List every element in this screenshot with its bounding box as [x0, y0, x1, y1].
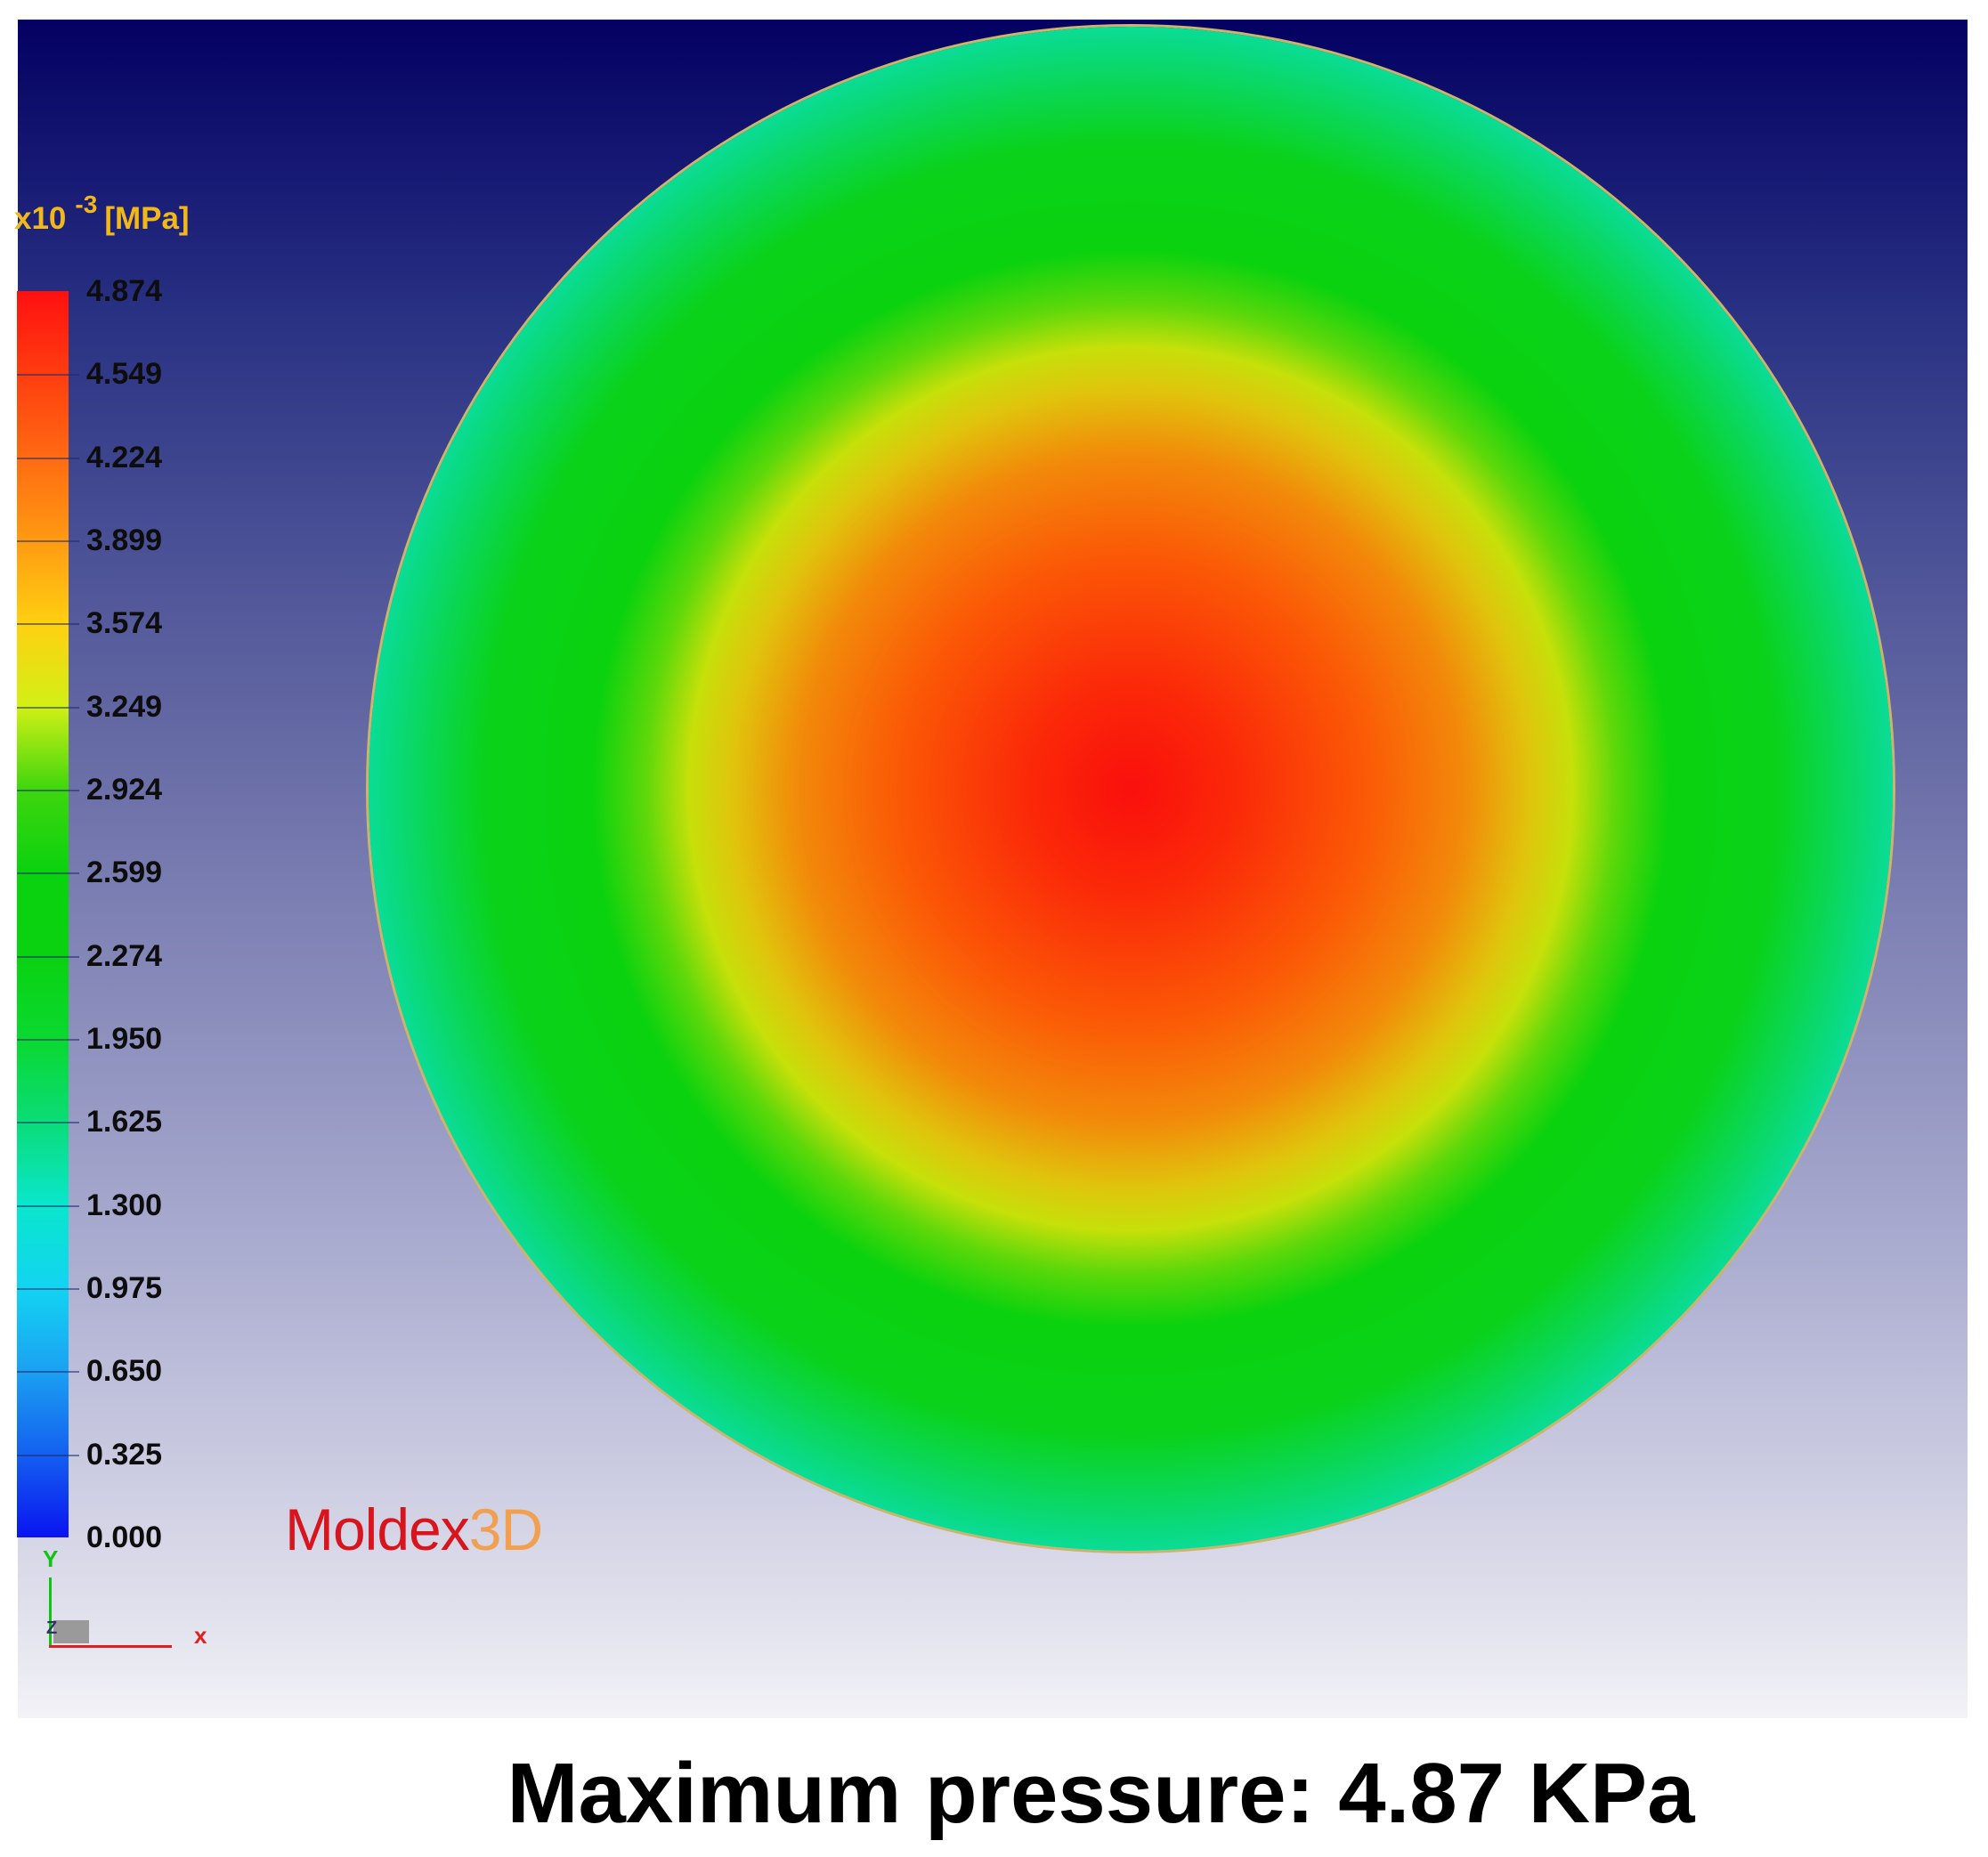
axis-y-label: Y	[43, 1545, 59, 1572]
legend-separator	[17, 955, 79, 958]
legend-separator	[17, 540, 79, 542]
legend-separator	[17, 1371, 79, 1374]
axis-x-label: x	[194, 1622, 207, 1649]
legend-value-label: 0.975	[86, 1271, 163, 1305]
pressure-contour-disk[interactable]	[369, 27, 1893, 1551]
result-viewport[interactable]	[18, 20, 1968, 1718]
logo-3d: 3D	[468, 1496, 543, 1562]
axis-x-line	[49, 1645, 172, 1648]
legend-value-label: 2.599	[86, 856, 163, 890]
legend-separator	[17, 872, 79, 875]
axis-z-marker	[53, 1620, 89, 1643]
unit-text: [MPa]	[104, 201, 190, 236]
legend-value-label: 3.574	[86, 606, 163, 641]
moldex3d-logo: Moldex3D	[285, 1496, 543, 1563]
legend-separator	[17, 1122, 79, 1124]
legend-value-label: 0.650	[86, 1354, 163, 1389]
axis-z-label: Z	[46, 1618, 58, 1638]
legend-value-label: 2.274	[86, 938, 163, 973]
legend-value-label: 3.249	[86, 689, 163, 724]
legend-separator	[17, 623, 79, 626]
legend-separator	[17, 457, 79, 459]
legend-unit-label: x10 -3 [MPa]	[14, 191, 190, 237]
legend-separator	[17, 706, 79, 709]
legend-separator	[17, 1039, 79, 1041]
axis-y-line	[49, 1577, 52, 1647]
legend-value-label: 4.224	[86, 440, 163, 474]
legend-value-label: 1.300	[86, 1188, 163, 1222]
legend-value-label: 0.000	[86, 1520, 163, 1554]
legend-value-label: 3.899	[86, 523, 163, 557]
legend-colorbar	[17, 291, 69, 1537]
figure-caption: Maximum pressure: 4.87 KPa	[507, 1746, 1695, 1841]
legend-separator	[17, 374, 79, 377]
logo-brand: Moldex	[285, 1496, 470, 1562]
legend-value-label: 4.874	[86, 274, 163, 308]
legend-value-label: 0.325	[86, 1437, 163, 1472]
unit-exponent: -3	[75, 191, 98, 218]
legend-value-label: 2.924	[86, 773, 163, 807]
legend-value-label: 1.625	[86, 1105, 163, 1139]
unit-prefix: x10	[14, 201, 67, 236]
legend-separator	[17, 1454, 79, 1456]
legend-value-label: 1.950	[86, 1022, 163, 1056]
legend-value-label: 4.549	[86, 357, 163, 392]
legend-separator	[17, 790, 79, 791]
legend-separator	[17, 1288, 79, 1290]
legend-separator	[17, 1204, 79, 1207]
